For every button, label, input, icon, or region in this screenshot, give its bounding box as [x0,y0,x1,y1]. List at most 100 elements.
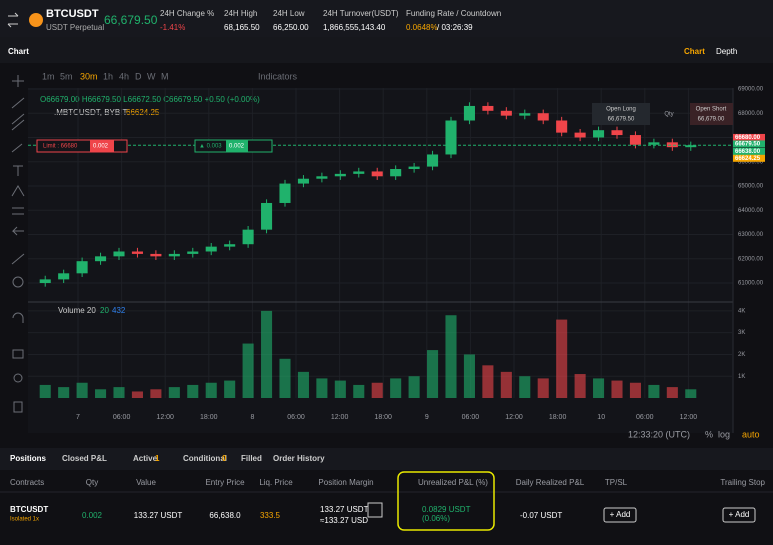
positions-tab[interactable]: Filled [241,454,262,463]
volume-bar [150,389,162,398]
chart-area [28,88,733,433]
volume-bar [168,387,180,398]
time-label: 12:00 [680,414,698,421]
time-label: 8 [250,414,254,421]
liq-price: 333.5 [260,511,281,520]
positions-tab[interactable]: Conditional [183,454,227,463]
candle-body [205,246,217,252]
header-bar [0,0,773,37]
positions-tab[interactable]: Closed P&L [62,454,107,463]
positions-tab[interactable]: Active [133,454,158,463]
column-header: TP/SL [605,478,628,487]
time-label: 18:00 [374,414,392,421]
interval[interactable]: D [135,71,142,81]
realized-pnl: -0.07 USDT [520,511,562,520]
time-label: 18:00 [200,414,218,421]
volume-bar [113,387,125,398]
time-label: 9 [425,414,429,421]
open-long-box[interactable] [592,103,650,125]
interval[interactable]: M [161,71,169,81]
qty: 0.002 [82,511,103,520]
candle-body [593,130,605,138]
candle-body [427,154,439,167]
drawing-tools [11,75,25,413]
interval[interactable]: 5m [60,71,73,81]
volume-bar [666,387,678,398]
candle-body [629,135,641,145]
percent-toggle[interactable]: % [705,429,713,439]
candle-body [611,130,623,136]
volume-legend: Volume 20 [58,306,96,315]
limit-qty-box [90,140,114,152]
column-header: Position Margin [318,478,373,487]
tab[interactable]: Depth [716,47,737,56]
candle-body [95,256,107,262]
column-header: Daily Realized P&L [516,478,585,487]
volume-period: 20 [100,306,109,315]
volume-bar [316,378,328,398]
clock: 12:33:20 (UTC) [628,429,690,439]
position-qty-box [226,140,248,152]
volume-bar [371,382,383,398]
volume-bar [519,376,531,398]
volume-bar [297,371,309,398]
volume-bar [685,389,697,398]
interval[interactable]: 1m [42,71,55,81]
positions-tab[interactable]: Order History [273,454,325,463]
stat-label: 24H Turnover(USDT) [323,9,399,18]
volume-bar [556,319,568,398]
y-tick-label: 66000.00 [738,159,764,165]
y-tick-label: 64000.00 [738,208,764,214]
price-tag [733,140,765,148]
volume-bar [482,365,494,398]
volume-bar [242,343,254,398]
price-tag-label: 66638.00 [735,149,761,155]
time-label: 12:00 [505,414,523,421]
volume-bar [629,382,641,398]
candle-body [58,273,70,280]
price-tag [733,147,765,155]
candle-body [353,171,365,174]
open-short-box[interactable] [690,103,733,125]
time-label: 06:00 [113,414,131,421]
interval[interactable]: 30m [80,71,98,81]
volume-bar [574,374,586,398]
open-long-price: 66,679.50 [608,117,635,123]
indicators-button[interactable]: Indicators [258,71,298,81]
candle-body [666,142,678,148]
auto-toggle[interactable]: auto [742,429,760,439]
log-toggle[interactable]: log [718,429,730,439]
add-tpsl[interactable] [603,507,637,523]
candle-body [500,110,512,116]
volume-bar [95,389,107,398]
tab[interactable]: Chart [684,47,705,56]
candle-body [408,166,420,170]
candle-body [482,105,494,111]
volume-tick-label: 3K [738,330,745,336]
time-label: 12:00 [156,414,174,421]
candle-body [371,171,383,177]
column-header: Qty [86,478,98,487]
add-trailing[interactable] [722,507,756,523]
interval[interactable]: W [147,71,156,81]
candle-body [131,251,143,254]
positions-tab[interactable]: Positions [10,454,47,463]
y-tick-label: 69000.00 [738,87,764,93]
candle-body [150,253,162,257]
swap-icon[interactable] [7,12,19,28]
edit-margin[interactable] [367,502,383,518]
volume-bar [537,378,549,398]
volume-bar [279,358,291,398]
candle-body [537,113,549,121]
index-name: .MBTCUSDT, BYBIT [54,108,127,117]
volume-bar [187,384,199,398]
y-tick-label: 68000.00 [738,111,764,117]
volume-bar [500,371,512,398]
open-short: Open Short [696,107,727,113]
symbol: BTCUSDT [46,8,99,20]
interval[interactable]: 1h [103,71,113,81]
candle-body [463,105,475,121]
funding-countdown: / 03:26:39 [437,23,473,32]
funding-rate: 0.0648% [406,23,438,32]
interval[interactable]: 4h [119,71,129,81]
